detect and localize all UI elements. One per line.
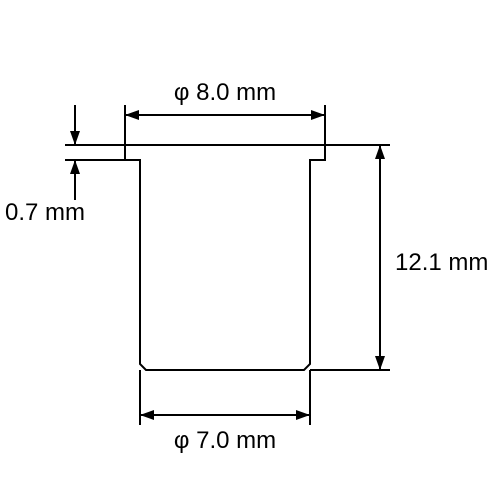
flange-height-label: 0.7 mm — [5, 199, 85, 226]
bottom-diameter-label: φ 7.0 mm — [174, 427, 276, 454]
part-outline — [125, 145, 325, 370]
total-height-label: 12.1 mm — [395, 249, 488, 276]
top-diameter-label: φ 8.0 mm — [174, 79, 276, 106]
dimension-diagram: φ 8.0 mm φ 7.0 mm 12.1 mm 0.7 mm — [0, 0, 500, 500]
